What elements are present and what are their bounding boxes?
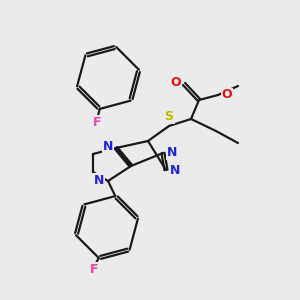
Text: N: N: [170, 164, 180, 176]
Text: O: O: [222, 88, 232, 101]
Text: S: S: [164, 110, 173, 122]
Text: N: N: [103, 140, 113, 154]
Text: F: F: [89, 263, 98, 276]
Text: N: N: [94, 173, 104, 187]
Text: F: F: [92, 116, 101, 129]
Text: N: N: [167, 146, 177, 158]
Text: O: O: [171, 76, 181, 88]
